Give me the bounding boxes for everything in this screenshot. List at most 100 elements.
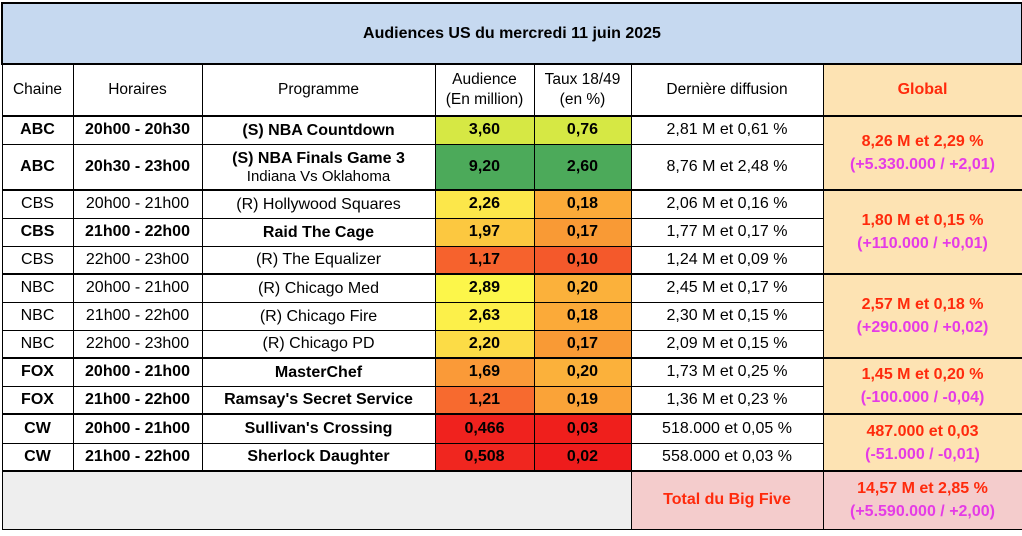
cell-horaire: 21h00 - 22h00 xyxy=(72,217,203,247)
total-row: Total du Big Five 14,57 M et 2,85 % (+5.59… xyxy=(1,470,1022,530)
table-row: NBC 20h00 - 21h00 (R) Chicago Med 2,89 0,20 2… xyxy=(1,273,1022,359)
cell-derniere: 1,24 M et 0,09 % xyxy=(630,245,824,275)
table-title: Audiences US du mercredi 11 juin 2025 xyxy=(1,2,1022,65)
cell-derniere: 558.000 et 0,03 % xyxy=(630,442,824,472)
cell-global: 1,80 M et 0,15 % (+110.000 / +0,01) xyxy=(822,189,1022,275)
cell-global: 487.000 et 0,03 (-51.000 / -0,01) xyxy=(822,413,1022,472)
cell-derniere: 2,45 M et 0,17 % xyxy=(630,273,824,303)
header-taux-line2: (en %) xyxy=(559,91,606,108)
table-row: ABC 20h30 - 23h00 (S) NBA Finals Game 3 Ind… xyxy=(1,143,1022,191)
cell-horaire: 20h00 - 21h00 xyxy=(72,273,203,303)
cell-derniere: 518.000 et 0,05 % xyxy=(630,413,824,444)
cell-audience: 2,26 xyxy=(434,189,535,219)
header-row: Chaine Horaires Programme Audience (En m… xyxy=(1,63,1022,117)
programme-subtitle: Indiana Vs Oklahoma xyxy=(246,167,391,185)
cell-taux: 0,02 xyxy=(533,442,632,472)
header-horaires: Horaires xyxy=(72,63,203,117)
table-row: CBS 20h00 - 21h00 (R) Hollywood Squares 2,2… xyxy=(1,189,1022,275)
table-row: ABC 20h00 - 20h30 (S) NBA Countdown 3,60 0,7… xyxy=(1,115,1022,191)
programme-title: (S) NBA Finals Game 3 xyxy=(232,149,405,167)
programme-title: (R) The Equalizer xyxy=(255,251,382,269)
cell-chaine: FOX xyxy=(1,385,74,415)
cell-taux: 0,76 xyxy=(533,115,632,145)
cell-audience: 2,63 xyxy=(434,301,535,331)
total-value: 14,57 M et 2,85 % xyxy=(857,480,988,498)
cell-programme: Raid The Cage xyxy=(201,217,436,247)
header-chaine: Chaine xyxy=(1,63,74,117)
cell-horaire: 22h00 - 23h00 xyxy=(72,329,203,359)
cell-audience: 9,20 xyxy=(434,143,535,191)
cell-taux: 0,10 xyxy=(533,245,632,275)
cell-chaine: CBS xyxy=(1,217,74,247)
cell-audience: 2,20 xyxy=(434,329,535,359)
header-global: Global xyxy=(822,63,1022,117)
global-value: 487.000 et 0,03 xyxy=(866,422,979,440)
programme-title: (R) Chicago Fire xyxy=(259,307,378,325)
header-audience: Audience (En million) xyxy=(434,63,535,117)
cell-audience: 0,508 xyxy=(434,442,535,472)
cell-taux: 0,17 xyxy=(533,329,632,359)
cell-programme: (R) Chicago Med xyxy=(201,273,436,303)
global-value: 1,80 M et 0,15 % xyxy=(861,212,984,229)
cell-programme: Sherlock Daughter xyxy=(201,442,436,472)
cell-programme: (R) The Equalizer xyxy=(201,245,436,275)
programme-title: (R) Hollywood Squares xyxy=(236,195,401,213)
cell-horaire: 20h00 - 21h00 xyxy=(72,189,203,219)
global-value: 2,57 M et 0,18 % xyxy=(861,296,984,313)
cell-derniere: 2,30 M et 0,15 % xyxy=(630,301,824,331)
cell-derniere: 1,73 M et 0,25 % xyxy=(630,357,824,387)
cell-horaire: 20h30 - 23h00 xyxy=(72,143,203,191)
cell-chaine: CBS xyxy=(1,189,74,219)
cell-taux: 0,19 xyxy=(533,385,632,415)
cell-horaire: 20h00 - 20h30 xyxy=(72,115,203,145)
programme-title: Ramsay's Secret Service xyxy=(224,391,413,409)
cell-taux: 0,18 xyxy=(533,189,632,219)
cell-programme: (R) Chicago PD xyxy=(201,329,436,359)
cell-programme: Sullivan's Crossing xyxy=(201,413,436,444)
cell-derniere: 2,81 M et 0,61 % xyxy=(630,115,824,145)
total-label: Total du Big Five xyxy=(630,470,824,530)
cell-global: 2,57 M et 0,18 % (+290.000 / +0,02) xyxy=(822,273,1022,359)
global-value: 8,26 M et 2,29 % xyxy=(861,133,984,150)
cell-global: 8,26 M et 2,29 % (+5.330.000 / +2,01) xyxy=(822,115,1022,191)
cell-chaine: ABC xyxy=(1,115,74,145)
cell-chaine: ABC xyxy=(1,143,74,191)
programme-title: (R) Chicago Med xyxy=(258,279,379,297)
header-derniere: Dernière diffusion xyxy=(630,63,824,117)
cell-taux: 0,03 xyxy=(533,413,632,444)
cell-derniere: 2,06 M et 0,16 % xyxy=(630,189,824,219)
cell-programme: MasterChef xyxy=(201,357,436,387)
table-row: FOX 20h00 - 21h00 MasterChef 1,69 0,20 1,73 M… xyxy=(1,357,1022,415)
cell-taux: 0,17 xyxy=(533,217,632,247)
cell-derniere: 2,09 M et 0,15 % xyxy=(630,329,824,359)
table-row: NBC 21h00 - 22h00 (R) Chicago Fire 2,63 0,18… xyxy=(1,301,1022,331)
cell-horaire: 20h00 - 21h00 xyxy=(72,357,203,387)
empty-filler-cell xyxy=(1,470,632,530)
cell-chaine: CW xyxy=(1,442,74,472)
cell-horaire: 21h00 - 22h00 xyxy=(72,385,203,415)
cell-programme: (R) Chicago Fire xyxy=(201,301,436,331)
header-taux-line1: Taux 18/49 xyxy=(544,71,621,88)
global-delta: (+110.000 / +0,01) xyxy=(857,235,988,252)
header-audience-line2: (En million) xyxy=(445,91,524,108)
cell-chaine: NBC xyxy=(1,329,74,359)
cell-programme: (S) NBA Countdown xyxy=(201,115,436,145)
cell-audience: 2,89 xyxy=(434,273,535,303)
cell-derniere: 1,36 M et 0,23 % xyxy=(630,385,824,415)
cell-audience: 0,466 xyxy=(434,413,535,444)
cell-audience: 1,69 xyxy=(434,357,535,387)
programme-title: Raid The Cage xyxy=(262,223,375,241)
cell-taux: 0,20 xyxy=(533,357,632,387)
cell-programme: (R) Hollywood Squares xyxy=(201,189,436,219)
header-audience-line1: Audience xyxy=(452,71,517,88)
global-delta: (+290.000 / +0,02) xyxy=(856,319,989,336)
table-row: CBS 22h00 - 23h00 (R) The Equalizer 1,17 0,1… xyxy=(1,245,1022,275)
cell-audience: 1,21 xyxy=(434,385,535,415)
cell-chaine: NBC xyxy=(1,273,74,303)
table-row: CW 21h00 - 22h00 Sherlock Daughter 0,508 0,0… xyxy=(1,442,1022,472)
programme-title: MasterChef xyxy=(274,363,363,381)
cell-taux: 0,20 xyxy=(533,273,632,303)
cell-derniere: 1,77 M et 0,17 % xyxy=(630,217,824,247)
cell-horaire: 20h00 - 21h00 xyxy=(72,413,203,444)
